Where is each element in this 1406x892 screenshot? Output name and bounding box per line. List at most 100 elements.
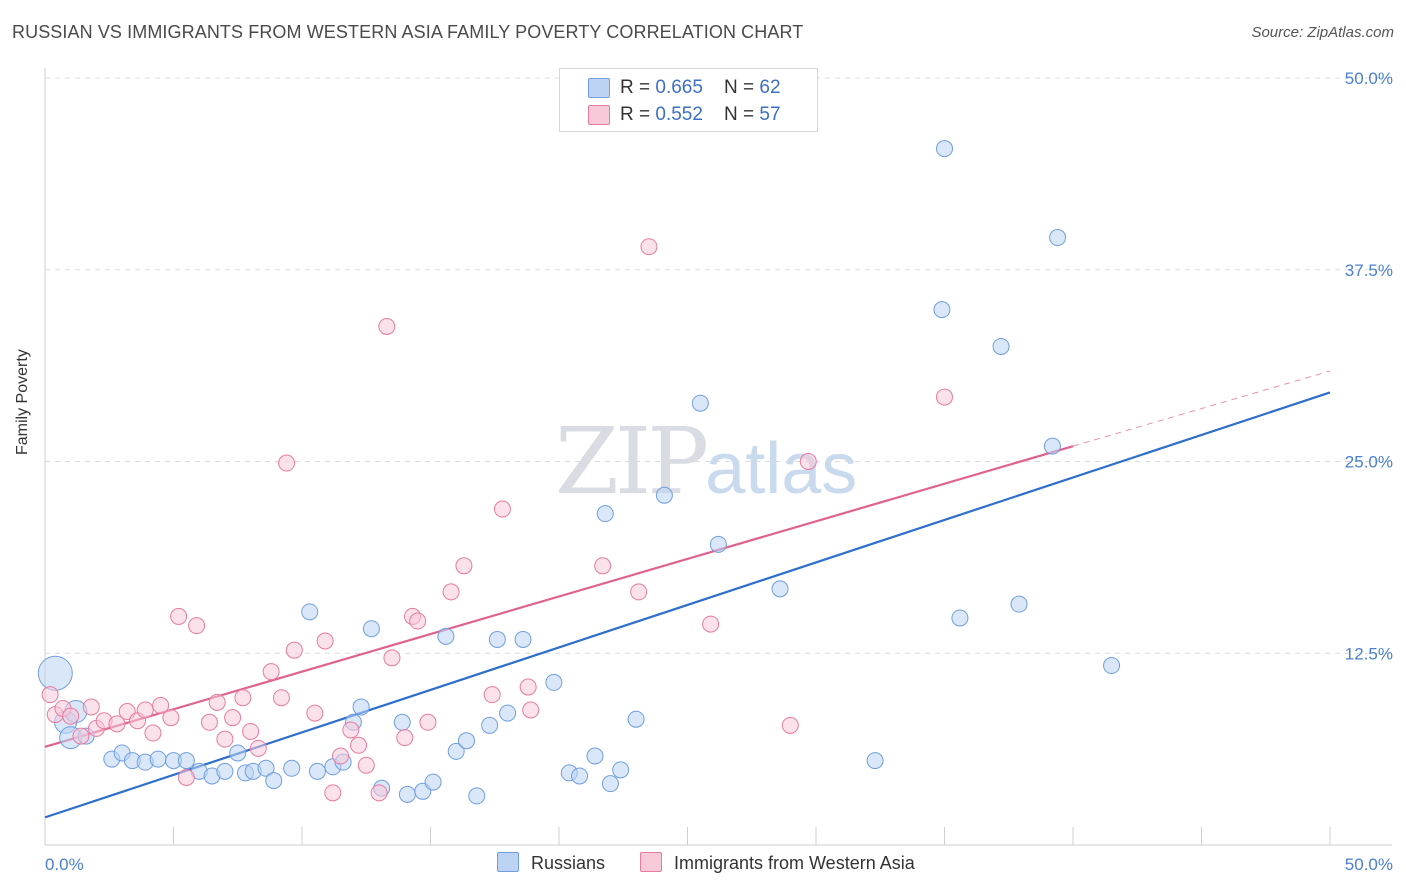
point-russians — [571, 767, 589, 785]
point-western-asia — [177, 769, 195, 787]
point-russians — [424, 773, 442, 791]
point-russians — [992, 337, 1010, 355]
x-tick-label: 0.0% — [45, 855, 84, 874]
point-western-asia — [781, 716, 799, 734]
point-western-asia — [216, 730, 234, 748]
point-western-asia — [72, 727, 90, 745]
point-russians — [265, 772, 283, 790]
point-russians — [37, 655, 73, 691]
point-russians — [468, 787, 486, 805]
data-points — [37, 140, 1121, 805]
tick-labels: 12.5% 25.0% 37.5% 50.0% 0.0% 50.0% — [45, 69, 1393, 874]
correlation-legend: R = 0.665 N = 62 R = 0.552 N = 57 — [559, 68, 818, 132]
trendline-extension-western-asia — [1072, 370, 1331, 447]
point-russians — [612, 761, 630, 779]
point-russians — [586, 747, 604, 765]
point-western-asia — [188, 617, 206, 635]
point-russians — [514, 630, 532, 648]
point-russians — [545, 673, 563, 691]
point-russians — [177, 752, 195, 770]
y-axis-label: Family Poverty — [14, 349, 31, 455]
bottom-legend-swatch-russians — [497, 852, 519, 872]
point-western-asia — [493, 500, 511, 518]
point-russians — [257, 759, 275, 777]
watermark: ZIPatlas — [555, 408, 857, 515]
point-western-asia — [442, 583, 460, 601]
bottom-legend-label-western-asia: Immigrants from Western Asia — [674, 853, 915, 873]
bottom-legend-label-russians: Russians — [531, 853, 606, 873]
point-western-asia — [82, 698, 100, 716]
bottom-legend-russians: Russians — [497, 852, 605, 874]
legend-n-label: N = — [724, 104, 760, 125]
point-western-asia — [378, 318, 396, 336]
x-tick-label: 50.0% — [1345, 855, 1393, 874]
point-russians — [437, 627, 455, 645]
legend-r-value-western-asia: 0.552 — [655, 104, 703, 125]
point-western-asia — [224, 709, 242, 727]
point-western-asia — [419, 713, 437, 731]
watermark-zip: ZIP — [555, 408, 709, 515]
point-russians — [216, 762, 234, 780]
point-russians — [362, 620, 380, 638]
point-western-asia — [799, 453, 817, 470]
point-russians — [149, 750, 167, 768]
point-western-asia — [316, 632, 334, 650]
point-western-asia — [640, 238, 658, 256]
point-western-asia — [357, 756, 375, 774]
legend-n-value-western-asia: 57 — [759, 104, 781, 125]
point-russians — [709, 535, 727, 553]
point-western-asia — [242, 722, 260, 740]
point-russians — [655, 486, 673, 504]
point-western-asia — [324, 784, 342, 802]
y-tick-label: 50.0% — [1345, 69, 1393, 88]
point-russians — [691, 394, 709, 412]
point-russians — [481, 716, 499, 734]
point-western-asia — [936, 388, 953, 406]
source-label: Source: ZipAtlas.com — [1251, 24, 1394, 41]
point-russians — [1043, 437, 1061, 455]
bottom-legend-swatch-western-asia — [640, 852, 662, 872]
point-western-asia — [409, 612, 427, 630]
legend-r-label: R = — [620, 77, 656, 98]
point-russians — [866, 752, 884, 770]
legend-r-value-russians: 0.665 — [655, 77, 703, 98]
point-russians — [933, 301, 951, 319]
axes — [44, 68, 1392, 846]
point-russians — [393, 713, 411, 731]
point-western-asia — [370, 784, 388, 802]
point-russians — [596, 505, 614, 523]
legend-r-label: R = — [620, 104, 656, 125]
point-western-asia — [483, 686, 501, 704]
trendline-western-asia — [44, 445, 1074, 748]
point-western-asia — [144, 724, 162, 742]
point-russians — [627, 710, 645, 728]
point-western-asia — [108, 715, 126, 733]
point-western-asia — [262, 663, 280, 681]
point-western-asia — [136, 701, 154, 719]
point-western-asia — [383, 649, 401, 667]
y-tick-label: 25.0% — [1345, 453, 1393, 472]
point-russians — [457, 732, 475, 750]
grid-lines — [45, 77, 1392, 654]
point-western-asia — [522, 701, 540, 719]
point-russians — [936, 140, 953, 158]
point-western-asia — [306, 704, 324, 722]
watermark-atlas: atlas — [705, 429, 858, 509]
point-russians — [229, 744, 247, 762]
point-western-asia — [455, 557, 473, 575]
point-western-asia — [702, 615, 720, 633]
point-russians — [1010, 595, 1028, 613]
point-russians — [301, 603, 319, 621]
point-western-asia — [208, 693, 226, 711]
chart-title: RUSSIAN VS IMMIGRANTS FROM WESTERN ASIA … — [12, 22, 804, 42]
point-western-asia — [519, 678, 537, 696]
point-western-asia — [594, 557, 612, 575]
point-western-asia — [278, 454, 296, 472]
point-western-asia — [152, 696, 170, 714]
point-russians — [488, 630, 506, 648]
point-russians — [1103, 657, 1121, 675]
legend-swatch-russians — [588, 78, 610, 98]
point-western-asia — [332, 747, 350, 765]
point-russians — [499, 704, 517, 722]
